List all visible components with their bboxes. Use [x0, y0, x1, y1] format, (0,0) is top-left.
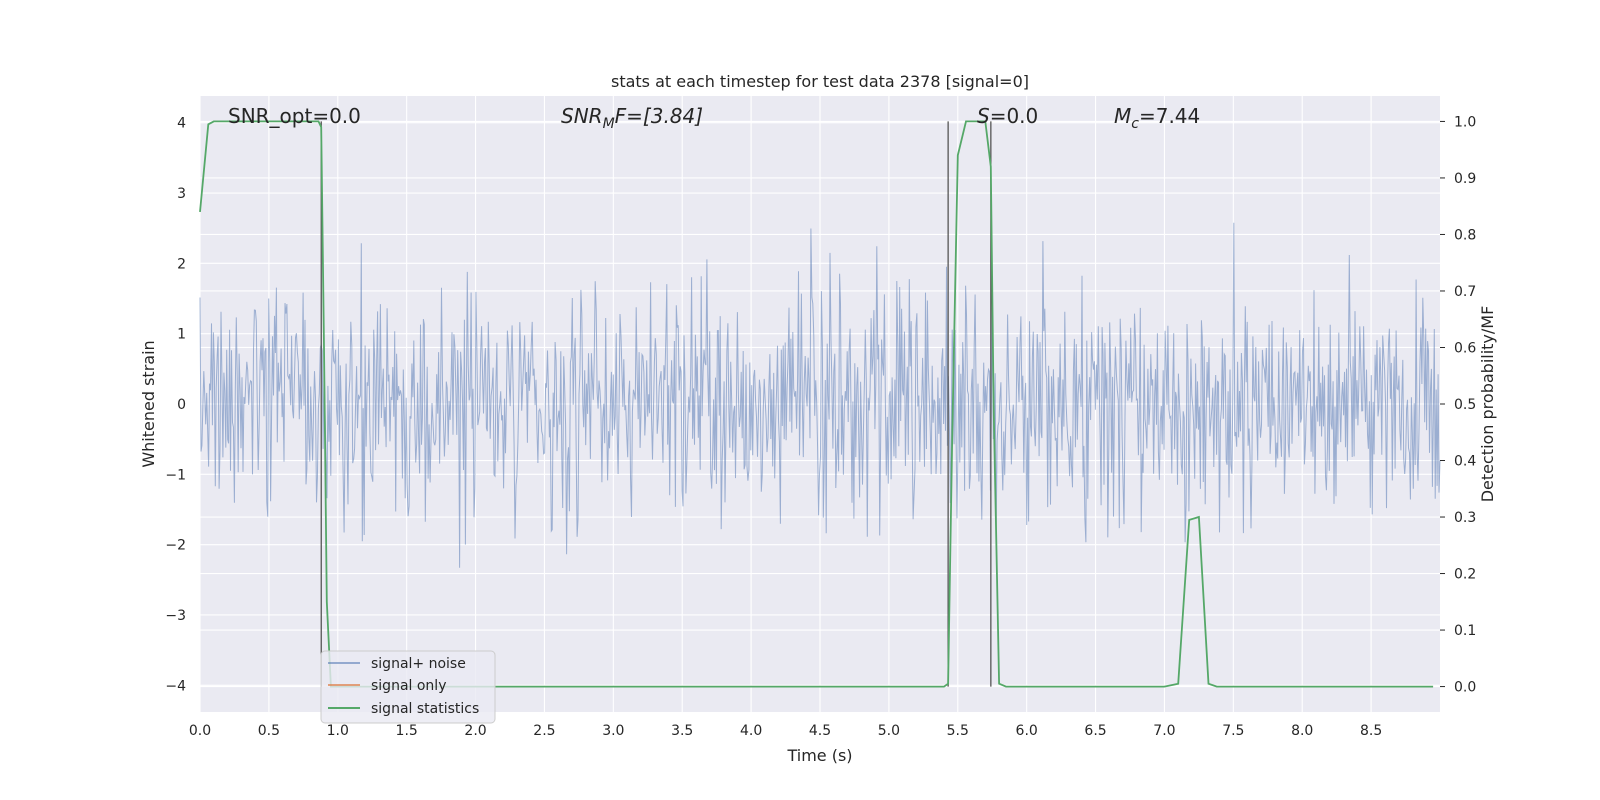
- y-axis-label-right: Detection probability/MF: [1478, 306, 1497, 503]
- y-tick-label-right: 1.0: [1454, 114, 1476, 130]
- annotation-snr-opt: SNR_opt=0.0: [228, 104, 361, 128]
- y-tick-label-left: −1: [165, 467, 186, 483]
- legend-box: [320, 650, 496, 724]
- y-tick-label-left: 3: [177, 186, 186, 202]
- annotation-snr-mf: SNRMF=[3.84]: [561, 104, 703, 132]
- y-tick-label-left: 1: [177, 327, 186, 343]
- x-tick-label: 0.5: [258, 723, 280, 739]
- y-tick-label-right: 0.4: [1454, 454, 1476, 470]
- annotation-snr-mf-rest: F=[3.84]: [615, 104, 703, 128]
- statistics-line: [199, 120, 1434, 688]
- legend-label-signal-only: signal only: [371, 678, 446, 694]
- annotation-s-rest: =0.0: [990, 104, 1039, 128]
- x-tick-label: 6.5: [1084, 723, 1106, 739]
- legend: signal+ noise signal only signal statist…: [320, 650, 496, 724]
- x-tick-label: 1.5: [396, 723, 418, 739]
- y-tick-label-left: −2: [165, 538, 186, 554]
- y-grid-left: [200, 122, 1440, 686]
- chart-title: stats at each timestep for test data 237…: [611, 72, 1029, 91]
- legend-label-signal-plus-noise: signal+ noise: [371, 656, 466, 672]
- x-tick-label: 6.0: [1016, 723, 1038, 739]
- noise-trace: [199, 222, 1441, 568]
- x-tick-label: 7.5: [1222, 723, 1244, 739]
- x-tick-label: 5.5: [947, 723, 969, 739]
- y-tick-label-right: 0.6: [1454, 340, 1476, 356]
- x-tick-label: 0.0: [189, 723, 211, 739]
- x-tick-label: 1.0: [327, 723, 349, 739]
- series-signal-statistics: [199, 120, 1434, 688]
- annotation-mc-main: M: [1114, 104, 1131, 128]
- y-tick-label-right: 0.3: [1454, 510, 1476, 526]
- y-tick-label-right: 0.2: [1454, 567, 1476, 583]
- annotation-mc-sub: c: [1131, 116, 1139, 132]
- x-tick-label: 2.5: [533, 723, 555, 739]
- x-tick-label: 5.0: [878, 723, 900, 739]
- x-tick-label: 4.5: [809, 723, 831, 739]
- annotation-s-main: S: [977, 104, 990, 128]
- y-tick-label-right: 0.8: [1454, 227, 1476, 243]
- x-tick-label: 8.5: [1360, 723, 1382, 739]
- x-axis-label: Time (s): [786, 746, 852, 765]
- x-tick-label: 2.0: [464, 723, 486, 739]
- legend-label-signal-statistics: signal statistics: [371, 701, 479, 717]
- y-tick-label-left: 4: [177, 116, 186, 132]
- y-tick-label-right: 0.5: [1454, 397, 1476, 413]
- annotation-mc: Mc=7.44: [1114, 104, 1200, 132]
- annotation-snr-mf-main: SNR: [561, 104, 603, 128]
- y-axis-label-left: Whitened strain: [139, 340, 158, 467]
- y-tick-label-left: −3: [165, 608, 186, 624]
- y-tick-label-left: 2: [177, 256, 186, 272]
- annotation-mc-rest: =7.44: [1139, 104, 1200, 128]
- x-tick-label: 4.0: [740, 723, 762, 739]
- series-signal-plus-noise: [199, 222, 1441, 568]
- y-tick-label-right: 0.0: [1454, 680, 1476, 696]
- x-tick-label: 3.0: [602, 723, 624, 739]
- x-tick-label: 3.5: [671, 723, 693, 739]
- y-tick-labels-left: −4 −3 −2 −1 0 1 2 3 4: [165, 116, 186, 695]
- x-tick-labels: 0.0 0.5 1.0 1.5 2.0 2.5 3.0 3.5 4.0 4.5 5.0 5.5 6.0 6…: [189, 723, 1382, 739]
- y-tick-label-left: 0: [177, 397, 186, 413]
- x-tick-label: 8.0: [1291, 723, 1313, 739]
- y-tick-labels-right: 0.0 0.1 0.2 0.3 0.4 0.5 0.6 0.7 0.8 0.9 1.0: [1440, 114, 1476, 696]
- y-tick-label-left: −4: [165, 678, 186, 694]
- y-tick-label-right: 0.9: [1454, 171, 1476, 187]
- annotation-s: S=0.0: [977, 104, 1038, 128]
- y-tick-label-right: 0.1: [1454, 623, 1476, 639]
- y-tick-label-right: 0.7: [1454, 284, 1476, 300]
- annotation-snr-mf-sub: M: [603, 116, 615, 132]
- x-tick-label: 7.0: [1153, 723, 1175, 739]
